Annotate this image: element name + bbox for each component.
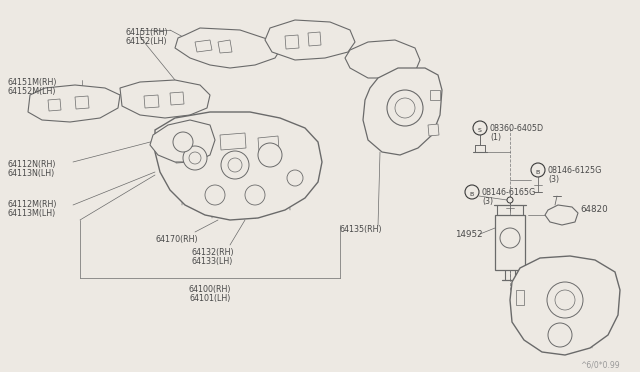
Text: 64152(LH): 64152(LH): [126, 37, 168, 46]
Circle shape: [221, 151, 249, 179]
Circle shape: [287, 170, 303, 186]
Text: 64133(LH): 64133(LH): [192, 257, 234, 266]
Text: 64820: 64820: [580, 205, 608, 214]
Circle shape: [507, 197, 513, 203]
Text: 64113M(LH): 64113M(LH): [8, 209, 56, 218]
Polygon shape: [265, 20, 355, 60]
Text: (3): (3): [548, 175, 559, 184]
Text: 64101(LH): 64101(LH): [189, 294, 230, 303]
Circle shape: [183, 146, 207, 170]
Text: ^6/0*0.99: ^6/0*0.99: [580, 360, 620, 369]
Text: 64152M(LH): 64152M(LH): [8, 87, 56, 96]
Polygon shape: [48, 99, 61, 111]
Text: 08146-6125G: 08146-6125G: [548, 166, 602, 175]
Polygon shape: [428, 124, 439, 136]
Text: 64100(RH): 64100(RH): [189, 285, 231, 294]
Text: 64135(RH): 64135(RH): [340, 225, 383, 234]
Circle shape: [465, 185, 479, 199]
Text: S: S: [478, 128, 482, 132]
Polygon shape: [120, 80, 210, 118]
Polygon shape: [28, 85, 120, 122]
Circle shape: [228, 158, 242, 172]
Text: 64113N(LH): 64113N(LH): [8, 169, 55, 178]
Circle shape: [258, 143, 282, 167]
Circle shape: [395, 98, 415, 118]
Text: (3): (3): [482, 197, 493, 206]
Polygon shape: [218, 40, 232, 53]
Text: B: B: [470, 192, 474, 196]
Text: 08146-6165G: 08146-6165G: [482, 188, 536, 197]
Polygon shape: [258, 136, 279, 152]
Circle shape: [555, 290, 575, 310]
Circle shape: [245, 185, 265, 205]
Polygon shape: [175, 149, 191, 163]
Polygon shape: [285, 35, 299, 49]
Polygon shape: [155, 112, 322, 220]
Text: 64112N(RH): 64112N(RH): [8, 160, 56, 169]
Text: 14952: 14952: [455, 230, 483, 239]
Text: 08360-6405D: 08360-6405D: [490, 124, 544, 133]
Text: 64151(RH): 64151(RH): [126, 28, 168, 37]
Polygon shape: [545, 205, 578, 225]
Circle shape: [547, 282, 583, 318]
Polygon shape: [144, 95, 159, 108]
Circle shape: [189, 152, 201, 164]
Polygon shape: [150, 120, 215, 162]
Circle shape: [500, 228, 520, 248]
Polygon shape: [170, 92, 184, 105]
Text: 64151M(RH): 64151M(RH): [8, 78, 58, 87]
Circle shape: [205, 185, 225, 205]
Polygon shape: [220, 133, 246, 150]
Polygon shape: [495, 215, 525, 270]
Polygon shape: [510, 256, 620, 355]
Circle shape: [548, 323, 572, 347]
Text: (1): (1): [490, 133, 501, 142]
Circle shape: [473, 121, 487, 135]
Polygon shape: [75, 96, 89, 109]
Text: B: B: [536, 170, 540, 174]
Polygon shape: [175, 28, 280, 68]
Polygon shape: [308, 32, 321, 46]
Circle shape: [387, 90, 423, 126]
Circle shape: [531, 163, 545, 177]
Polygon shape: [430, 90, 440, 100]
Circle shape: [173, 132, 193, 152]
Text: 64112M(RH): 64112M(RH): [8, 200, 58, 209]
Polygon shape: [516, 290, 524, 305]
Polygon shape: [195, 40, 212, 52]
Polygon shape: [345, 40, 420, 78]
Polygon shape: [363, 68, 442, 155]
Text: 64132(RH): 64132(RH): [192, 248, 235, 257]
Text: 64170(RH): 64170(RH): [155, 235, 198, 244]
